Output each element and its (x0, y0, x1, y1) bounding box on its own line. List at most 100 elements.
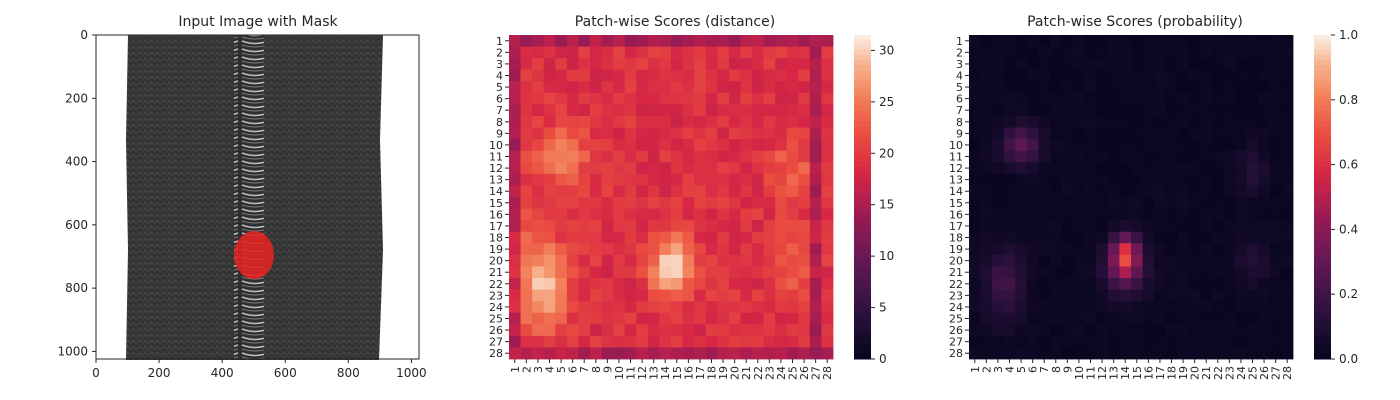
heatmap-cell (520, 266, 533, 279)
heatmap-cell (763, 243, 776, 256)
heatmap-cell (728, 185, 741, 198)
heatmap-cell (1154, 92, 1167, 105)
heatmap-cell (740, 208, 753, 221)
heatmap-cell (520, 243, 533, 256)
y-tick-label: 13 (949, 174, 963, 187)
heatmap-cell (969, 46, 981, 59)
x-tick-label: 5 (1015, 366, 1028, 373)
heatmap-cell (1223, 150, 1236, 163)
heatmap-cell (1223, 58, 1236, 71)
heatmap-cell (1212, 69, 1224, 82)
heatmap-cell (1131, 46, 1143, 59)
heatmap-cell (798, 35, 811, 47)
heatmap-cell (1026, 324, 1039, 337)
x-tick-label: 20 (1189, 366, 1202, 380)
heatmap-cell (694, 231, 707, 244)
heatmap-cell (1246, 185, 1259, 198)
colorbar-segment (1314, 237, 1331, 244)
distance-y-tick-labels: 1234567891011121314151617181920212223242… (489, 35, 509, 360)
image-axes-frame (95, 34, 420, 360)
colorbar-tick-label: 0.0 (1339, 352, 1358, 366)
heatmap-cell (786, 220, 799, 233)
heatmap-cell (1050, 301, 1062, 314)
y-tick-label: 9 (956, 127, 963, 140)
heatmap-cell (647, 312, 660, 325)
heatmap-cell (1015, 197, 1028, 209)
heatmap-cell (1165, 347, 1178, 360)
heatmap-cell (601, 335, 614, 348)
y-tick-label: 1 (496, 35, 503, 48)
colorbar-segment (1314, 141, 1331, 147)
heatmap-cell (1269, 46, 1282, 59)
heatmap-cell (1200, 254, 1213, 267)
heatmap-cell (809, 220, 822, 233)
heatmap-cell (1131, 81, 1143, 94)
heatmap-cell (717, 81, 730, 94)
heatmap-cell (694, 301, 707, 314)
colorbar-segment (854, 191, 871, 198)
heatmap-cell (1096, 162, 1109, 175)
heatmap-cell (1084, 347, 1097, 360)
heatmap-cell (647, 58, 660, 71)
heatmap-cell (980, 185, 993, 198)
heatmap-cell (1015, 220, 1028, 233)
distance-x-tick-labels: 1234567891011121314151617181920212223242… (509, 359, 834, 380)
heatmap-cell (1223, 289, 1236, 302)
heatmap-cell (1050, 347, 1062, 360)
heatmap-cell (809, 347, 822, 360)
heatmap-cell (1050, 243, 1062, 256)
heatmap-cell (624, 197, 637, 209)
heatmap-cell (1084, 173, 1097, 186)
heatmap-cell (1281, 185, 1294, 198)
colorbar-tick-label: 0.6 (1339, 158, 1358, 172)
heatmap-cell (1200, 162, 1213, 175)
heatmap-cell (969, 312, 981, 325)
heatmap-cell (775, 81, 788, 94)
colorbar-segment (1314, 217, 1331, 223)
colorbar-segment (1314, 227, 1331, 233)
y-tick-label: 6 (496, 93, 503, 106)
heatmap-cell (1223, 162, 1236, 175)
heatmap-cell (1015, 231, 1028, 244)
heatmap-cell (543, 243, 556, 256)
heatmap-cell (1015, 324, 1028, 337)
heatmap-cell (1269, 278, 1282, 290)
probability-y-tick-labels: 1234567891011121314151617181920212223242… (949, 35, 969, 360)
heatmap-cell (775, 46, 788, 59)
heatmap-cell (694, 173, 707, 186)
y-tick-label: 14 (489, 185, 503, 198)
heatmap-cell (636, 104, 649, 117)
heatmap-cell (1200, 243, 1213, 256)
heatmap-cell (1223, 46, 1236, 59)
y-tick-label: 22 (949, 278, 963, 291)
x-tick-label: 27 (810, 366, 823, 380)
heatmap-cell (1038, 220, 1051, 233)
heatmap-cell (520, 116, 533, 128)
heatmap-cell (1200, 81, 1213, 94)
heatmap-cell (1269, 35, 1282, 47)
heatmap-cell (1073, 208, 1086, 221)
x-tick-label: 14 (1119, 366, 1132, 380)
heatmap-cell (532, 289, 545, 302)
y-tick-label: 1 (956, 35, 963, 48)
heatmap-cell (624, 46, 637, 59)
panel-distance-heatmap: Patch-wise Scores (distance) 12345678910… (489, 14, 894, 380)
heatmap-cell (763, 301, 776, 314)
heatmap-cell (1107, 243, 1120, 256)
colorbar-segment (854, 257, 871, 264)
heatmap-cell (1258, 254, 1271, 267)
y-tick-label: 14 (949, 185, 963, 198)
heatmap-cell (1061, 312, 1074, 325)
heatmap-cell (1096, 185, 1109, 198)
heatmap-cell (1096, 197, 1109, 209)
heatmap-cell (682, 266, 695, 279)
heatmap-cell (740, 58, 753, 71)
heatmap-cell (1269, 266, 1282, 279)
heatmap-cell (566, 312, 579, 325)
heatmap-cell (647, 243, 660, 256)
heatmap-cell (520, 347, 533, 360)
heatmap-cell (821, 220, 834, 233)
heatmap-cell (555, 116, 568, 128)
heatmap-cell (1038, 173, 1051, 186)
heatmap-cell (1096, 347, 1109, 360)
